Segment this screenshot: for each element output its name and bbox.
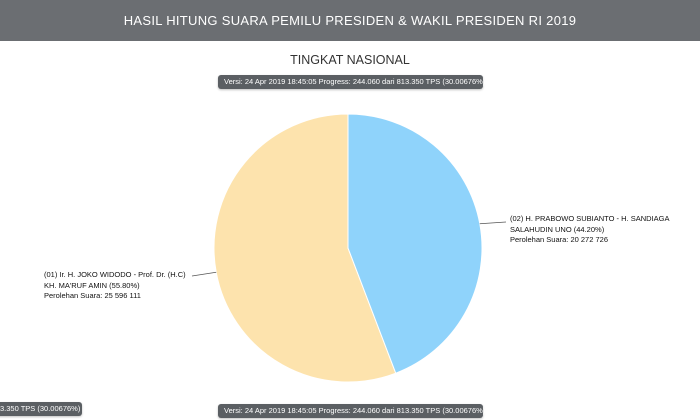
- slice-label-02-percent: SALAHUDIN UNO (44.20%): [510, 224, 605, 234]
- pie-slice-02[interactable]: [347, 113, 483, 374]
- page-header: HASIL HITUNG SUARA PEMILU PRESIDEN & WAK…: [0, 0, 700, 41]
- chart-subtitle: TINGKAT NASIONAL: [290, 53, 410, 67]
- slice-label-02: (02) H. PRABOWO SUBIANTO - H. SANDIAGA S…: [510, 214, 690, 246]
- slice-label-01-percent: KH. MA'RUF AMIN (55.80%): [44, 280, 140, 290]
- pie-slice-01[interactable]: [213, 113, 397, 383]
- version-progress-badge-left: 3.350 TPS (30.00676%): [0, 402, 82, 416]
- slice-label-02-votes: Perolehan Suara: 20 272 726: [510, 235, 608, 244]
- leader-line-01: [191, 271, 217, 277]
- leader-line-02: [479, 221, 507, 225]
- version-progress-badge-top: Versi: 24 Apr 2019 18:45:05 Progress: 24…: [218, 75, 485, 89]
- version-progress-badge-bottom: Versi: 24 Apr 2019 18:45:05 Progress: 24…: [218, 404, 485, 418]
- page-title: HASIL HITUNG SUARA PEMILU PRESIDEN & WAK…: [123, 13, 577, 28]
- slice-label-01-name: (01) Ir. H. JOKO WIDODO - Prof. Dr. (H.C…: [44, 270, 186, 279]
- slice-label-01: (01) Ir. H. JOKO WIDODO - Prof. Dr. (H.C…: [44, 270, 204, 302]
- slice-label-02-name: (02) H. PRABOWO SUBIANTO - H. SANDIAGA: [510, 214, 670, 223]
- slice-label-01-votes: Perolehan Suara: 25 596 111: [44, 291, 141, 300]
